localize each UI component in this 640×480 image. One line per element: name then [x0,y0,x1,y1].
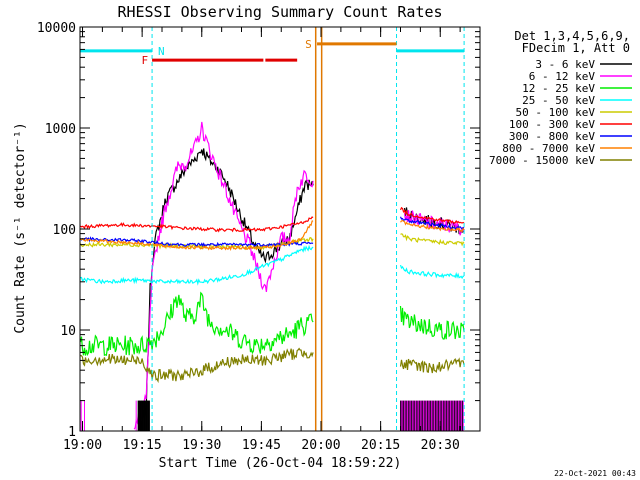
legend-entry-label: 25 - 50 keV [522,94,595,107]
series-7-line [80,236,314,248]
series-6-line-after-gap [399,206,465,224]
header-line-detectors: Det 1,3,4,5,6,9, [514,29,630,43]
series-3-line [80,291,314,357]
header-line-decimation: FDecim 1, Att 0 [522,41,630,55]
x-tick-label: 19:45 [242,438,281,453]
series-3-line-after-gap [399,305,465,340]
series-4-line [80,244,314,286]
legend-entry-label: 50 - 100 keV [516,106,596,119]
legend-entry-label: 300 - 800 keV [509,130,595,143]
chart-title: RHESSI Observing Summary Count Rates [117,3,442,21]
legend-entry-label: 12 - 25 keV [522,82,595,95]
SAA-marker-letter: S [305,38,312,51]
y-tick-label: 10 [60,324,76,339]
night-marker-letter: N [158,45,165,58]
y-tick-label: 1 [68,425,76,440]
y-tick-label: 10000 [37,21,76,36]
legend-entry-label: 7000 - 15000 keV [489,154,595,167]
x-tick-label: 20:15 [361,438,400,453]
y-axis-label: Count Rate (s⁻¹ detector⁻¹) [13,122,28,333]
series-4-line-after-gap [399,264,465,280]
legend-entry-label: 6 - 12 keV [529,70,596,83]
series-8-line [80,220,314,251]
series-6-line [80,216,314,233]
legend-entry-label: 800 - 7000 keV [502,142,595,155]
x-tick-label: 20:30 [421,438,460,453]
y-tick-label: 1000 [45,122,76,137]
flare-marker-letter: F [141,54,148,67]
legend-entry-label: 3 - 6 keV [535,58,595,71]
x-tick-label: 20:00 [301,438,340,453]
x-tick-label: 19:00 [63,438,102,453]
legend-entry-label: 100 - 300 keV [509,118,595,131]
series-8-line-after-gap [400,219,465,233]
plot-layer [80,27,465,431]
y-tick-label: 100 [53,223,76,238]
series-9-line [80,347,314,384]
series-2-line [133,121,314,430]
x-tick-label: 19:15 [123,438,162,453]
series-5-line-after-gap [400,233,465,247]
generation-timestamp: 22-Oct-2021 00:43 [554,469,636,478]
series-9-line-after-gap [399,357,465,374]
series-7-line-after-gap [399,216,465,230]
x-axis-label: Start Time (26-Oct-04 18:59:22) [159,456,402,471]
x-tick-label: 19:30 [182,438,221,453]
